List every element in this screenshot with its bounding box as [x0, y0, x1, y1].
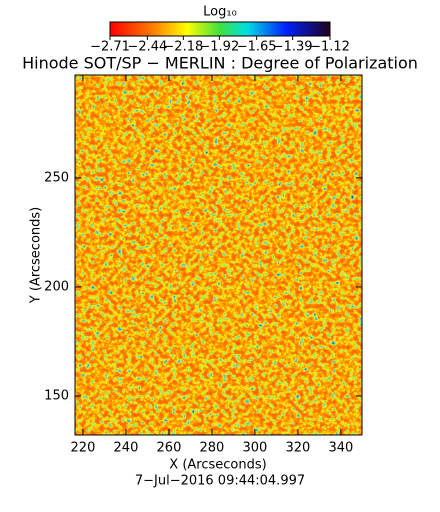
x-tick-label: 320	[286, 441, 311, 456]
colorbar-tick-label: −2.71	[90, 40, 130, 55]
colorbar-tick-label: −2.18	[163, 40, 203, 55]
colorbar-label: Log₁₀	[203, 5, 237, 20]
y-tick-label: 250	[44, 170, 69, 185]
y-tick-label: 150	[44, 388, 69, 403]
x-tick-label: 280	[200, 441, 225, 456]
colorbar-tick-label: −1.12	[310, 40, 350, 55]
x-axis-label: X (Arcseconds)	[169, 458, 266, 473]
colorbar-tick-label: −2.44	[127, 40, 167, 55]
y-tick-label: 200	[44, 279, 69, 294]
x-tick-label: 240	[114, 441, 139, 456]
footer-date: 7−Jul−2016 09:44:04.997	[135, 474, 305, 489]
x-tick-label: 220	[71, 441, 96, 456]
x-tick-label: 260	[157, 441, 182, 456]
colorbar-tick-label: −1.92	[199, 40, 239, 55]
plot-frame	[74, 74, 363, 436]
chart-title: Hinode SOT/SP − MERLIN : Degree of Polar…	[22, 54, 418, 73]
colorbar-tick-label: −1.65	[237, 40, 277, 55]
polarization-map	[75, 75, 362, 435]
y-axis-label: Y (Arcseconds)	[29, 207, 44, 304]
colorbar	[109, 21, 331, 37]
x-tick-label: 340	[329, 441, 354, 456]
x-tick-label: 300	[243, 441, 268, 456]
colorbar-tick-label: −1.39	[273, 40, 313, 55]
